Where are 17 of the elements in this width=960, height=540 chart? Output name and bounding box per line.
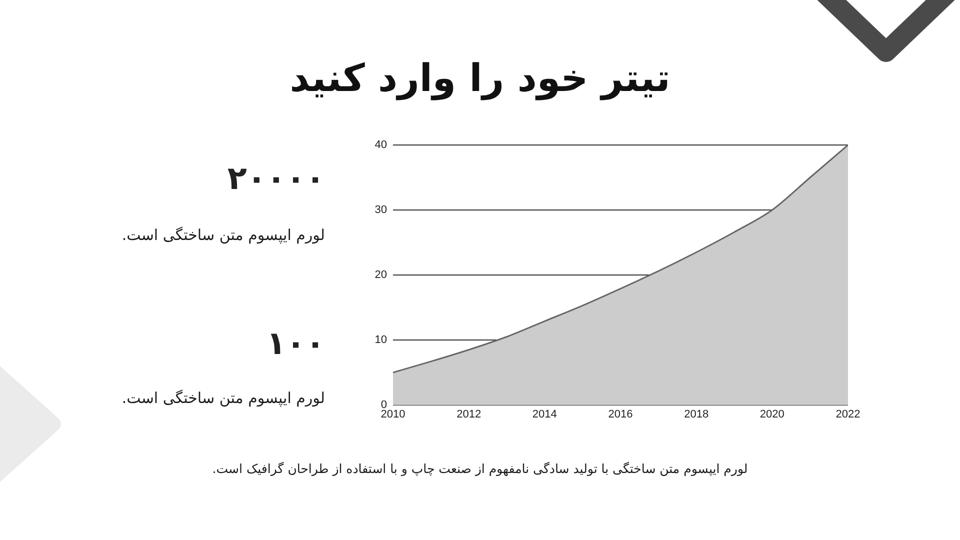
x-tick-label: 2014 xyxy=(532,408,557,421)
x-tick-label: 2012 xyxy=(456,408,482,421)
chart-title: تیتر خود را وارد کنید xyxy=(288,55,672,102)
text: لورم ایپسوم متن ساختگی است. xyxy=(122,225,325,246)
x-tick-label: 2018 xyxy=(684,408,709,421)
x-tick-label: 2010 xyxy=(380,408,406,421)
text: ۲۰۰۰۰ xyxy=(227,158,325,198)
x-tick-label: 2022 xyxy=(836,408,860,421)
text: ۱۰۰ xyxy=(266,323,325,363)
y-tick-label: 30 xyxy=(374,204,387,216)
y-tick-label: 20 xyxy=(374,269,387,282)
text: لورم ایپسوم متن ساختگی است. xyxy=(122,388,325,409)
y-tick-label: 40 xyxy=(374,139,387,152)
y-tick-label: 10 xyxy=(374,334,387,346)
text: لورم ایپسوم متن ساختگی با تولید سادگی نامفهوم از صنعت چاپ و با استفاده از طراحان گرافیک است. xyxy=(211,460,749,478)
x-tick-label: 2020 xyxy=(760,408,784,421)
x-tick-label: 2016 xyxy=(608,408,633,421)
